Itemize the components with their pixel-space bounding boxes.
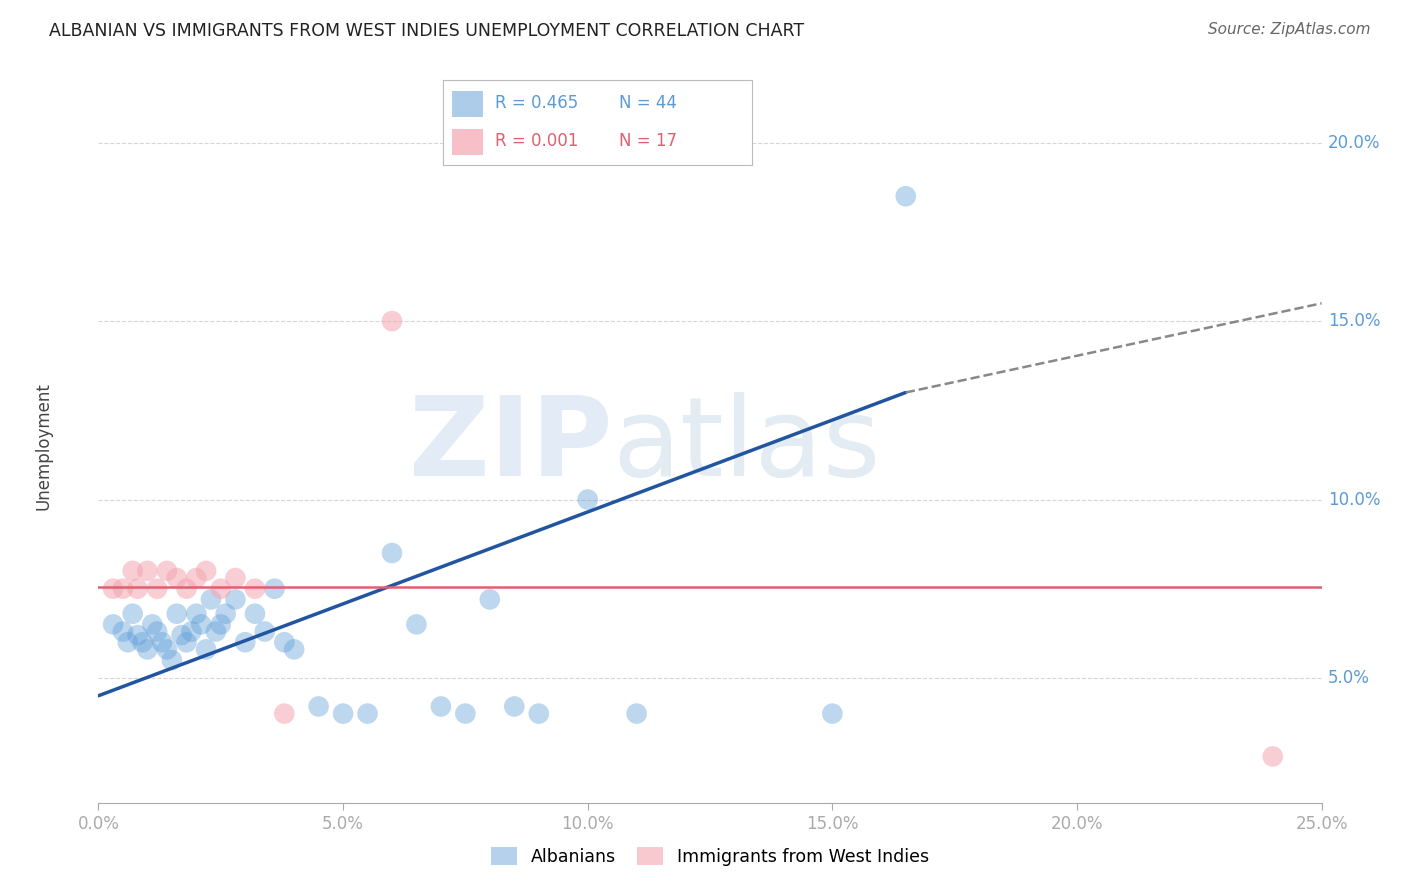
Point: [166, 607, 188, 621]
Text: 20.0%: 20.0%: [1327, 134, 1381, 152]
Point: [503, 699, 526, 714]
Text: atlas: atlas: [612, 392, 880, 500]
Point: [243, 582, 266, 596]
Point: [209, 582, 232, 596]
Point: [894, 189, 917, 203]
Point: [111, 582, 134, 596]
Text: 10.0%: 10.0%: [1327, 491, 1381, 508]
Point: [170, 628, 193, 642]
Point: [156, 564, 179, 578]
Point: [356, 706, 378, 721]
Point: [576, 492, 599, 507]
Legend: Albanians, Immigrants from West Indies: Albanians, Immigrants from West Indies: [484, 840, 936, 872]
Text: Source: ZipAtlas.com: Source: ZipAtlas.com: [1208, 22, 1371, 37]
Text: 5.0%: 5.0%: [1327, 669, 1369, 687]
Point: [478, 592, 501, 607]
Point: [283, 642, 305, 657]
Point: [117, 635, 139, 649]
Point: [186, 571, 208, 585]
Point: [156, 642, 179, 657]
Point: [273, 706, 295, 721]
Point: [263, 582, 285, 596]
Point: [180, 624, 202, 639]
Point: [127, 582, 149, 596]
Point: [131, 635, 153, 649]
Point: [430, 699, 453, 714]
Point: [195, 564, 218, 578]
Point: [381, 546, 404, 560]
Text: ALBANIAN VS IMMIGRANTS FROM WEST INDIES UNEMPLOYMENT CORRELATION CHART: ALBANIAN VS IMMIGRANTS FROM WEST INDIES …: [49, 22, 804, 40]
Point: [209, 617, 232, 632]
Text: 15.0%: 15.0%: [1327, 312, 1381, 330]
Point: [160, 653, 183, 667]
Point: [1261, 749, 1284, 764]
FancyBboxPatch shape: [453, 129, 484, 155]
Point: [121, 607, 143, 621]
Point: [253, 624, 276, 639]
Text: R = 0.001: R = 0.001: [495, 132, 579, 150]
Point: [454, 706, 477, 721]
Point: [150, 635, 173, 649]
Text: N = 17: N = 17: [619, 132, 678, 150]
Point: [200, 592, 222, 607]
Point: [224, 592, 246, 607]
Point: [146, 582, 169, 596]
Point: [233, 635, 256, 649]
Point: [121, 564, 143, 578]
Point: [101, 617, 124, 632]
Point: [111, 624, 134, 639]
Point: [127, 628, 149, 642]
Point: [821, 706, 844, 721]
Point: [626, 706, 648, 721]
Point: [405, 617, 427, 632]
Point: [136, 564, 159, 578]
Point: [176, 582, 198, 596]
Point: [166, 571, 188, 585]
Text: Unemployment: Unemployment: [34, 382, 52, 510]
Point: [381, 314, 404, 328]
FancyBboxPatch shape: [453, 91, 484, 117]
Point: [332, 706, 354, 721]
Point: [214, 607, 236, 621]
Text: ZIP: ZIP: [409, 392, 612, 500]
Point: [190, 617, 212, 632]
Text: R = 0.465: R = 0.465: [495, 95, 579, 112]
Point: [186, 607, 208, 621]
Point: [176, 635, 198, 649]
Point: [205, 624, 228, 639]
Point: [527, 706, 550, 721]
Point: [101, 582, 124, 596]
Point: [146, 624, 169, 639]
Point: [141, 617, 163, 632]
Point: [195, 642, 218, 657]
Point: [136, 642, 159, 657]
Point: [273, 635, 295, 649]
Text: N = 44: N = 44: [619, 95, 678, 112]
Point: [224, 571, 246, 585]
Point: [308, 699, 330, 714]
Point: [243, 607, 266, 621]
